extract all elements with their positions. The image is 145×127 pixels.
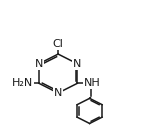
Text: Cl: Cl (53, 39, 64, 49)
Text: H₂N: H₂N (12, 78, 33, 88)
Text: NH: NH (83, 78, 100, 88)
Text: N: N (54, 88, 62, 98)
Text: N: N (73, 59, 82, 69)
Text: N: N (35, 59, 43, 69)
